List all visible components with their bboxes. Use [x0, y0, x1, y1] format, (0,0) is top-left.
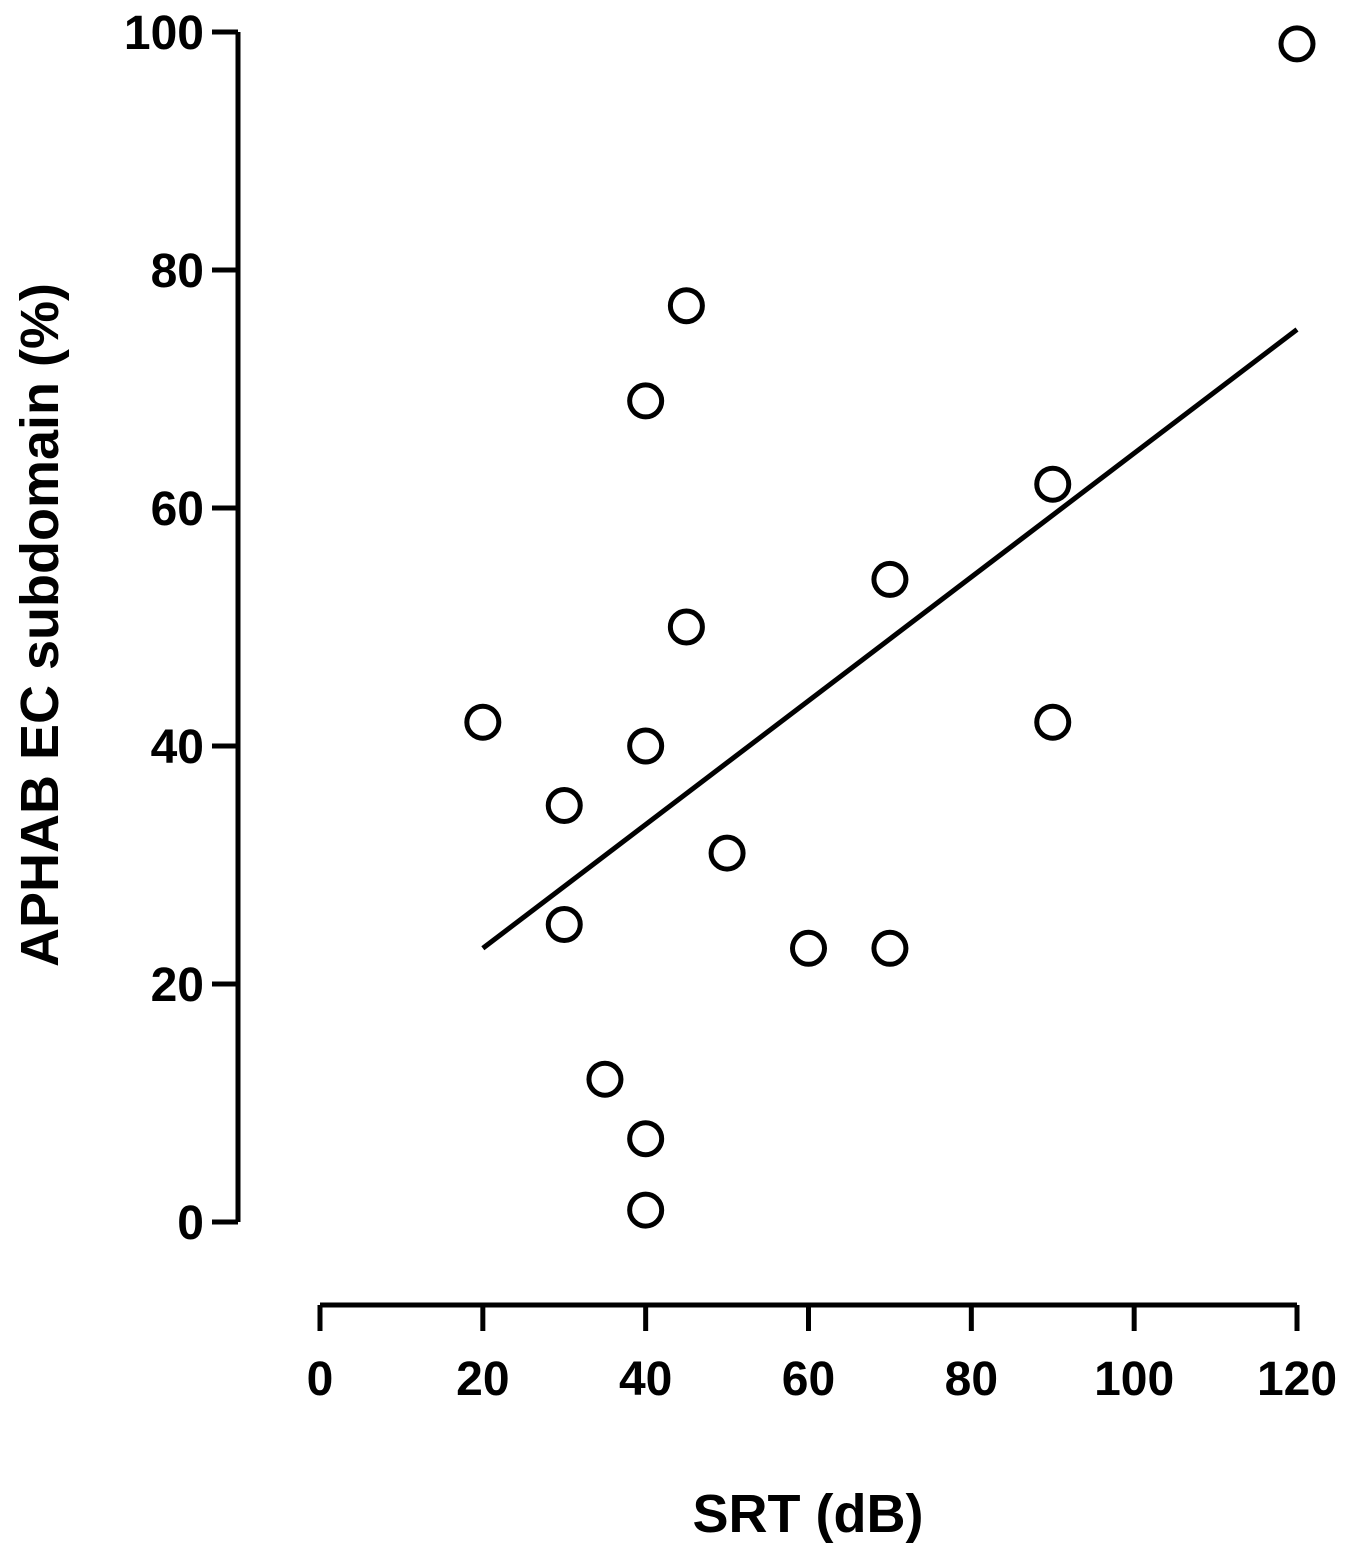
data-point	[790, 929, 827, 967]
x-tick-label: 20	[456, 1353, 509, 1406]
y-axis-label: APHAB EC subdomain (%)	[10, 283, 70, 967]
data-point	[627, 1120, 665, 1158]
data-point	[1034, 465, 1072, 503]
data-point	[545, 787, 583, 824]
data-point	[464, 703, 502, 741]
data-point	[871, 929, 909, 967]
data-point	[667, 287, 705, 325]
x-tick-label: 120	[1257, 1353, 1337, 1406]
data-point	[627, 727, 665, 765]
data-point	[1034, 703, 1072, 741]
trendline-group	[481, 327, 1299, 951]
x-tick-label: 60	[782, 1353, 835, 1406]
regression-line	[481, 327, 1299, 951]
data-point	[627, 1191, 665, 1229]
x-tick-label: 100	[1094, 1353, 1174, 1406]
x-tick-label: 80	[945, 1353, 998, 1406]
data-point	[1278, 25, 1316, 63]
data-point	[627, 382, 665, 420]
y-tick-label: 40	[151, 721, 204, 774]
data-point	[871, 560, 909, 598]
y-tick-label: 100	[124, 7, 204, 60]
data-point	[667, 608, 705, 646]
y-axis: 0 20 40 60 80 100	[124, 7, 241, 1250]
y-tick-label: 80	[151, 245, 204, 298]
data-point	[545, 906, 583, 943]
data-point	[586, 1060, 624, 1098]
y-tick-label: 60	[151, 483, 204, 536]
y-tick-label: 20	[151, 959, 204, 1012]
x-tick-label: 40	[619, 1353, 672, 1406]
x-axis: 0 20 40 60 80 100 120	[307, 1302, 1337, 1406]
data-point	[708, 834, 746, 872]
y-tick-label: 0	[177, 1197, 204, 1250]
x-tick-label: 0	[307, 1353, 334, 1406]
x-axis-label: SRT (dB)	[693, 1484, 924, 1544]
data-points	[464, 25, 1316, 1229]
